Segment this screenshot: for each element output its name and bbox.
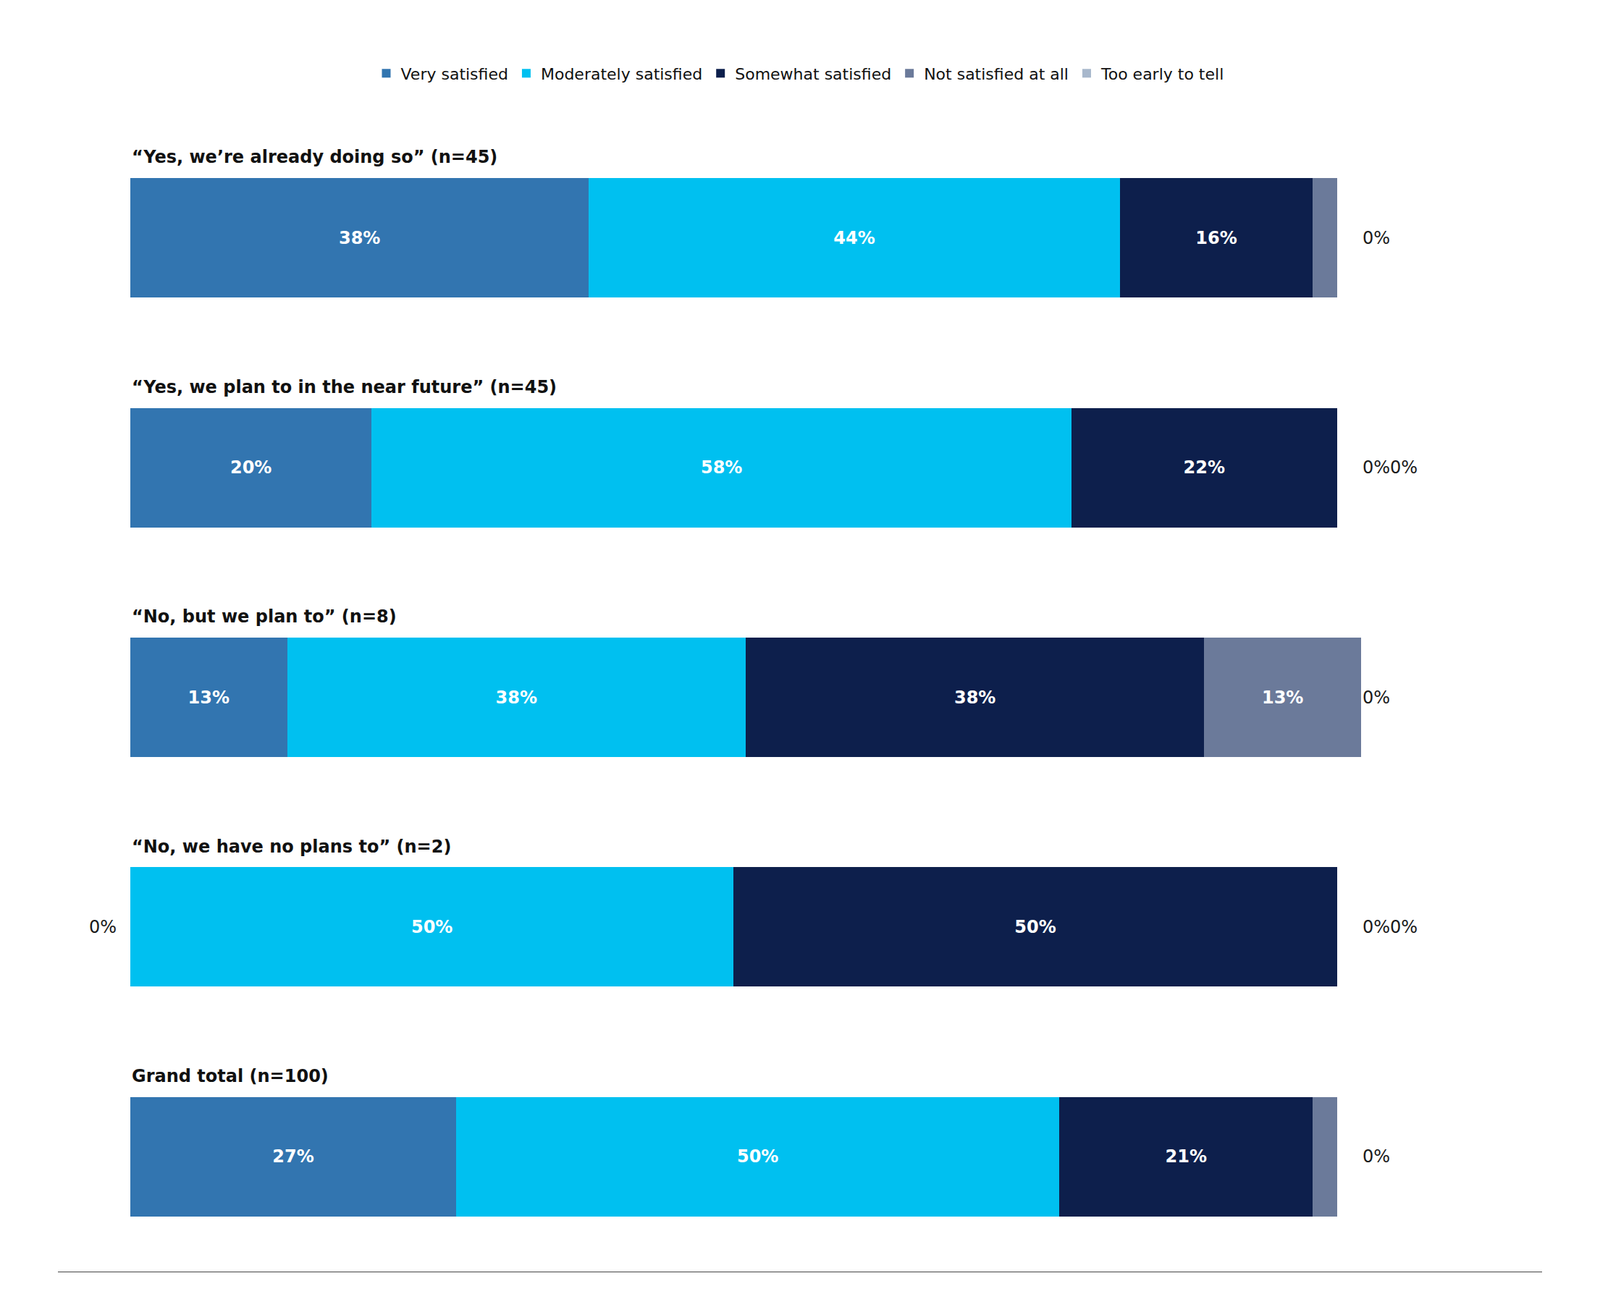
svg-text:38%: 38%	[338, 228, 381, 249]
svg-text:Grand total (n=100): Grand total (n=100)	[131, 1066, 329, 1087]
svg-text:“No, but we plan to” (n=8): “No, but we plan to” (n=8)	[131, 606, 397, 627]
svg-text:22%: 22%	[1183, 457, 1225, 478]
svg-text:58%: 58%	[700, 457, 743, 478]
svg-text:“No, we have no plans to” (n=2: “No, we have no plans to” (n=2)	[131, 836, 452, 858]
svg-text:50%: 50%	[737, 1146, 779, 1168]
svg-text:13%: 13%	[1261, 687, 1304, 709]
svg-text:Very satisfied: Very satisfied	[401, 65, 509, 84]
svg-text:27%: 27%	[272, 1146, 314, 1168]
svg-text:20%: 20%	[230, 457, 272, 478]
svg-text:Moderately satisfied: Moderately satisfied	[540, 65, 703, 84]
svg-text:Too early to tell: Too early to tell	[1100, 65, 1224, 84]
svg-text:0%: 0%	[1362, 1146, 1391, 1168]
svg-text:“Yes, we plan to in the near f: “Yes, we plan to in the near future” (n=…	[131, 377, 557, 398]
svg-text:21%: 21%	[1165, 1146, 1207, 1168]
svg-text:Somewhat satisfied: Somewhat satisfied	[734, 65, 892, 84]
svg-text:50%: 50%	[411, 917, 453, 938]
svg-text:0%: 0%	[1362, 687, 1391, 709]
svg-text:44%: 44%	[833, 228, 875, 249]
svg-text:13%: 13%	[188, 687, 230, 709]
svg-text:0%0%: 0%0%	[1362, 917, 1418, 938]
svg-text:38%: 38%	[954, 687, 996, 709]
svg-text:16%: 16%	[1195, 228, 1237, 249]
svg-text:Not satisfied at all: Not satisfied at all	[923, 65, 1069, 84]
svg-text:38%: 38%	[495, 687, 538, 709]
svg-text:0%0%: 0%0%	[1362, 457, 1418, 478]
svg-text:“Yes, we’re already doing so”: “Yes, we’re already doing so” (n=45)	[131, 146, 498, 168]
svg-text:50%: 50%	[1014, 917, 1056, 938]
svg-text:0%: 0%	[89, 917, 117, 938]
svg-text:0%: 0%	[1362, 228, 1391, 249]
